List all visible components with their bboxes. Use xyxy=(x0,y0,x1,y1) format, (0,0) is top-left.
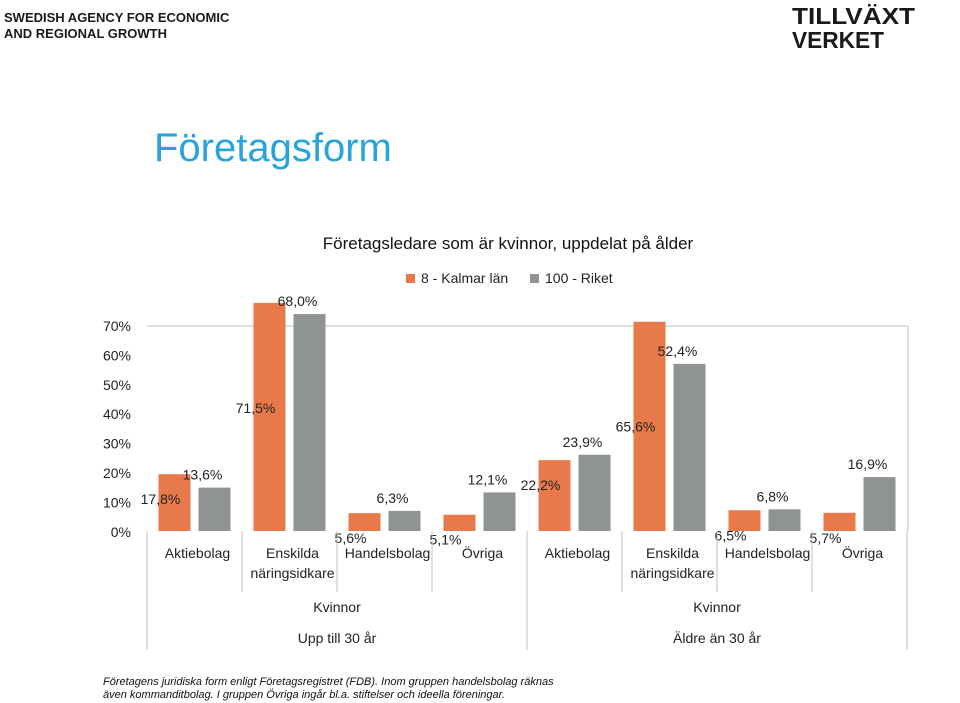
chart-title: Företagsledare som är kvinnor, uppdelat … xyxy=(323,234,694,253)
chart-legend: 8 - Kalmar län 100 - Riket xyxy=(406,270,613,286)
y-tick-label: 30% xyxy=(103,436,131,452)
agency-name-line1: SWEDISH AGENCY FOR ECONOMIC xyxy=(4,10,230,25)
data-label-kalmar: 5,7% xyxy=(810,530,842,546)
category-label: Handelsbolag xyxy=(725,545,811,561)
bar-kalmar xyxy=(158,474,191,531)
category-label: Övriga xyxy=(842,544,883,561)
footnote: Företagens juridiska form enligt Företag… xyxy=(103,676,554,701)
bar-kalmar xyxy=(253,302,286,531)
footnote-line2: även kommanditbolag. I gruppen Övriga in… xyxy=(103,688,505,701)
data-label-riket: 23,9% xyxy=(563,434,603,450)
bar-riket xyxy=(863,477,896,531)
bar-riket xyxy=(673,363,706,531)
category-label: näringsidkare xyxy=(250,565,334,581)
data-label-riket: 13,6% xyxy=(183,467,223,483)
group-label-level1: Kvinnor xyxy=(693,599,741,615)
bar-riket xyxy=(293,314,326,531)
category-label: Aktiebolag xyxy=(165,545,230,561)
y-tick-label: 10% xyxy=(103,494,131,510)
category-label: Enskilda xyxy=(646,545,699,561)
y-tick-label: 50% xyxy=(103,377,131,393)
agency-name-line2: AND REGIONAL GROWTH xyxy=(4,26,167,41)
legend-label-kalmar: 8 - Kalmar län xyxy=(421,270,508,286)
bar-kalmar xyxy=(348,513,381,531)
bar-riket xyxy=(578,454,611,531)
legend-label-riket: 100 - Riket xyxy=(545,270,613,286)
category-label: Övriga xyxy=(462,544,503,561)
bar-kalmar xyxy=(538,460,571,531)
footnote-line1: Företagens juridiska form enligt Företag… xyxy=(103,676,554,688)
y-tick-label: 0% xyxy=(111,524,131,540)
y-axis-ticks: 70% 60% 50% 40% 30% 20% 10% 0% xyxy=(103,318,131,540)
bar-kalmar xyxy=(728,510,761,531)
bar-riket xyxy=(483,492,516,531)
bar-riket xyxy=(198,487,231,531)
group-label-level2: Äldre än 30 år xyxy=(673,630,761,646)
data-label-kalmar: 6,5% xyxy=(715,527,747,543)
agency-name: SWEDISH AGENCY FOR ECONOMIC AND REGIONAL… xyxy=(4,10,229,42)
data-label-kalmar: 65,6% xyxy=(616,419,656,435)
group-label-level1: Kvinnor xyxy=(313,599,361,615)
category-label: Aktiebolag xyxy=(545,545,610,561)
category-label: Handelsbolag xyxy=(345,545,431,561)
y-tick-label: 70% xyxy=(103,318,131,334)
page-title: Företagsform xyxy=(154,126,392,170)
logo-text-line1: TILLVÄXT xyxy=(792,3,915,29)
data-label-riket: 68,0% xyxy=(278,293,318,309)
data-label-kalmar: 17,8% xyxy=(141,491,181,507)
category-label: Enskilda xyxy=(266,545,319,561)
legend-swatch-kalmar xyxy=(406,274,415,283)
data-label-riket: 16,9% xyxy=(848,456,888,472)
bar-riket xyxy=(388,510,421,531)
bar-riket xyxy=(768,509,801,531)
data-label-kalmar: 71,5% xyxy=(236,400,276,416)
group-label-level2: Upp till 30 år xyxy=(298,630,377,646)
y-tick-label: 40% xyxy=(103,406,131,422)
bar-kalmar xyxy=(443,514,476,531)
plot-area: 17,8%13,6% Aktiebolag 71,5% 68,0% Enskilda nä… xyxy=(141,293,909,650)
category-label: näringsidkare xyxy=(630,565,714,581)
data-label-kalmar: 22,2% xyxy=(521,477,561,493)
tillvaxtverket-logo: TILLVÄXT VERKET xyxy=(792,3,915,50)
bar-kalmar xyxy=(823,512,856,531)
data-label-riket: 6,3% xyxy=(377,490,409,506)
logo-text-line2: VERKET xyxy=(792,27,884,50)
data-label-riket: 52,4% xyxy=(658,343,698,359)
legend-swatch-riket xyxy=(530,274,539,283)
bar-kalmar xyxy=(633,321,666,531)
y-tick-label: 60% xyxy=(103,347,131,363)
data-label-kalmar: 5,6% xyxy=(335,530,367,546)
data-label-riket: 6,8% xyxy=(757,488,789,504)
y-tick-label: 20% xyxy=(103,465,131,481)
data-label-kalmar: 5,1% xyxy=(430,532,462,548)
data-label-riket: 12,1% xyxy=(468,471,508,487)
